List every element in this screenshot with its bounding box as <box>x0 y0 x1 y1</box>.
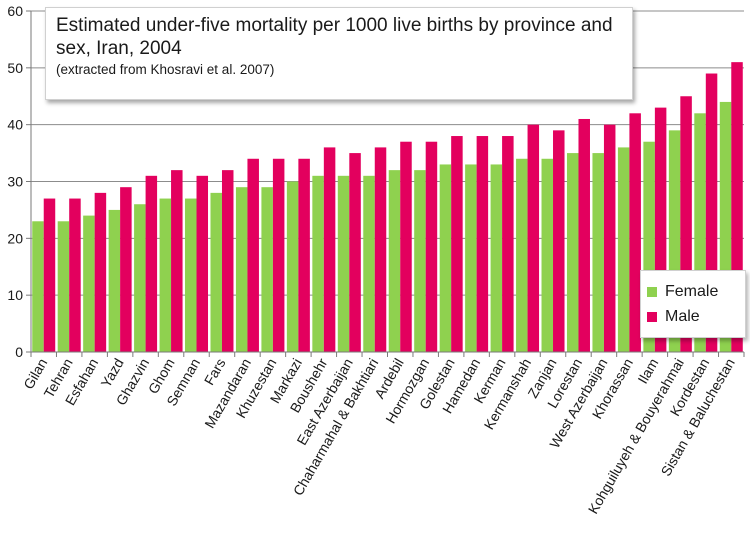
y-tick-label: 10 <box>7 287 23 303</box>
legend-swatch-male <box>647 311 657 322</box>
bar-male <box>247 158 259 352</box>
bar-female <box>185 198 197 352</box>
bar-male <box>196 175 209 352</box>
bar-female <box>312 175 324 352</box>
bar-female <box>235 187 248 352</box>
y-tick-label: 20 <box>7 230 23 246</box>
bar-female <box>414 170 426 352</box>
bar-male <box>94 192 107 352</box>
bar-male <box>502 136 514 352</box>
bar-male <box>145 175 158 352</box>
legend-swatch-female <box>647 286 657 297</box>
bar-female <box>617 147 630 352</box>
y-tick-label: 50 <box>7 60 23 76</box>
bar-male <box>400 141 412 352</box>
bar-male <box>731 62 743 353</box>
legend-label-male: Male <box>665 307 700 325</box>
bar-female <box>566 153 579 352</box>
bar-female <box>490 164 503 352</box>
bar-male <box>553 130 565 352</box>
chart-title-box: Estimated under-five mortality per 1000 … <box>45 7 633 100</box>
bar-female <box>337 175 350 352</box>
bar-male <box>272 158 285 352</box>
bar-female <box>592 153 604 352</box>
bar-male <box>705 73 718 353</box>
bar-male <box>476 136 489 352</box>
bar-male <box>171 170 183 352</box>
bars <box>32 62 743 353</box>
legend: Female Male <box>640 270 746 338</box>
bar-male <box>298 158 310 352</box>
bar-female <box>286 181 299 352</box>
bar-female <box>668 130 681 352</box>
bar-female <box>643 141 655 352</box>
legend-item-male: Male <box>647 304 739 329</box>
y-axis: 0 10 20 30 40 50 60 <box>7 3 32 360</box>
bar-male <box>680 96 692 352</box>
bar-female <box>159 198 172 352</box>
bar-female <box>134 204 146 352</box>
bar-female <box>57 221 70 352</box>
bar-female <box>363 175 375 352</box>
bar-male <box>603 124 616 353</box>
bar-male <box>527 124 540 353</box>
bar-male <box>654 107 667 352</box>
bar-male <box>349 153 361 352</box>
y-tick-label: 60 <box>7 3 23 19</box>
bar-female <box>388 170 401 352</box>
legend-item-female: Female <box>647 279 739 304</box>
legend-label-female: Female <box>665 282 719 300</box>
bar-male <box>578 118 590 352</box>
bar-female <box>439 164 452 352</box>
y-tick-label: 40 <box>7 117 23 133</box>
chart-subtitle: (extracted from Khosravi et al. 2007) <box>56 62 275 77</box>
y-tick-label: 0 <box>15 344 23 360</box>
bar-female <box>83 215 95 352</box>
bar-female <box>108 209 121 352</box>
x-axis: GilanTehranEsfahanYazdGhazvinGhomSemnanF… <box>20 351 745 517</box>
bar-male <box>323 147 336 352</box>
bar-male <box>451 136 463 352</box>
bar-female <box>32 221 44 352</box>
bar-male <box>374 147 387 352</box>
bar-female <box>261 187 273 352</box>
bar-female <box>541 158 554 352</box>
bar-female <box>465 164 477 352</box>
bar-male <box>69 198 81 352</box>
bar-male <box>43 198 56 352</box>
bar-female <box>719 101 732 352</box>
bar-male <box>120 187 132 352</box>
chart-title: Estimated under-five mortality per 1000 … <box>56 15 613 59</box>
bar-female <box>516 158 528 352</box>
bar-male <box>221 170 234 352</box>
bar-female <box>210 192 222 352</box>
bar-male <box>425 141 438 352</box>
bar-male <box>629 113 641 352</box>
bar-female <box>694 113 706 352</box>
y-tick-label: 30 <box>7 174 23 190</box>
